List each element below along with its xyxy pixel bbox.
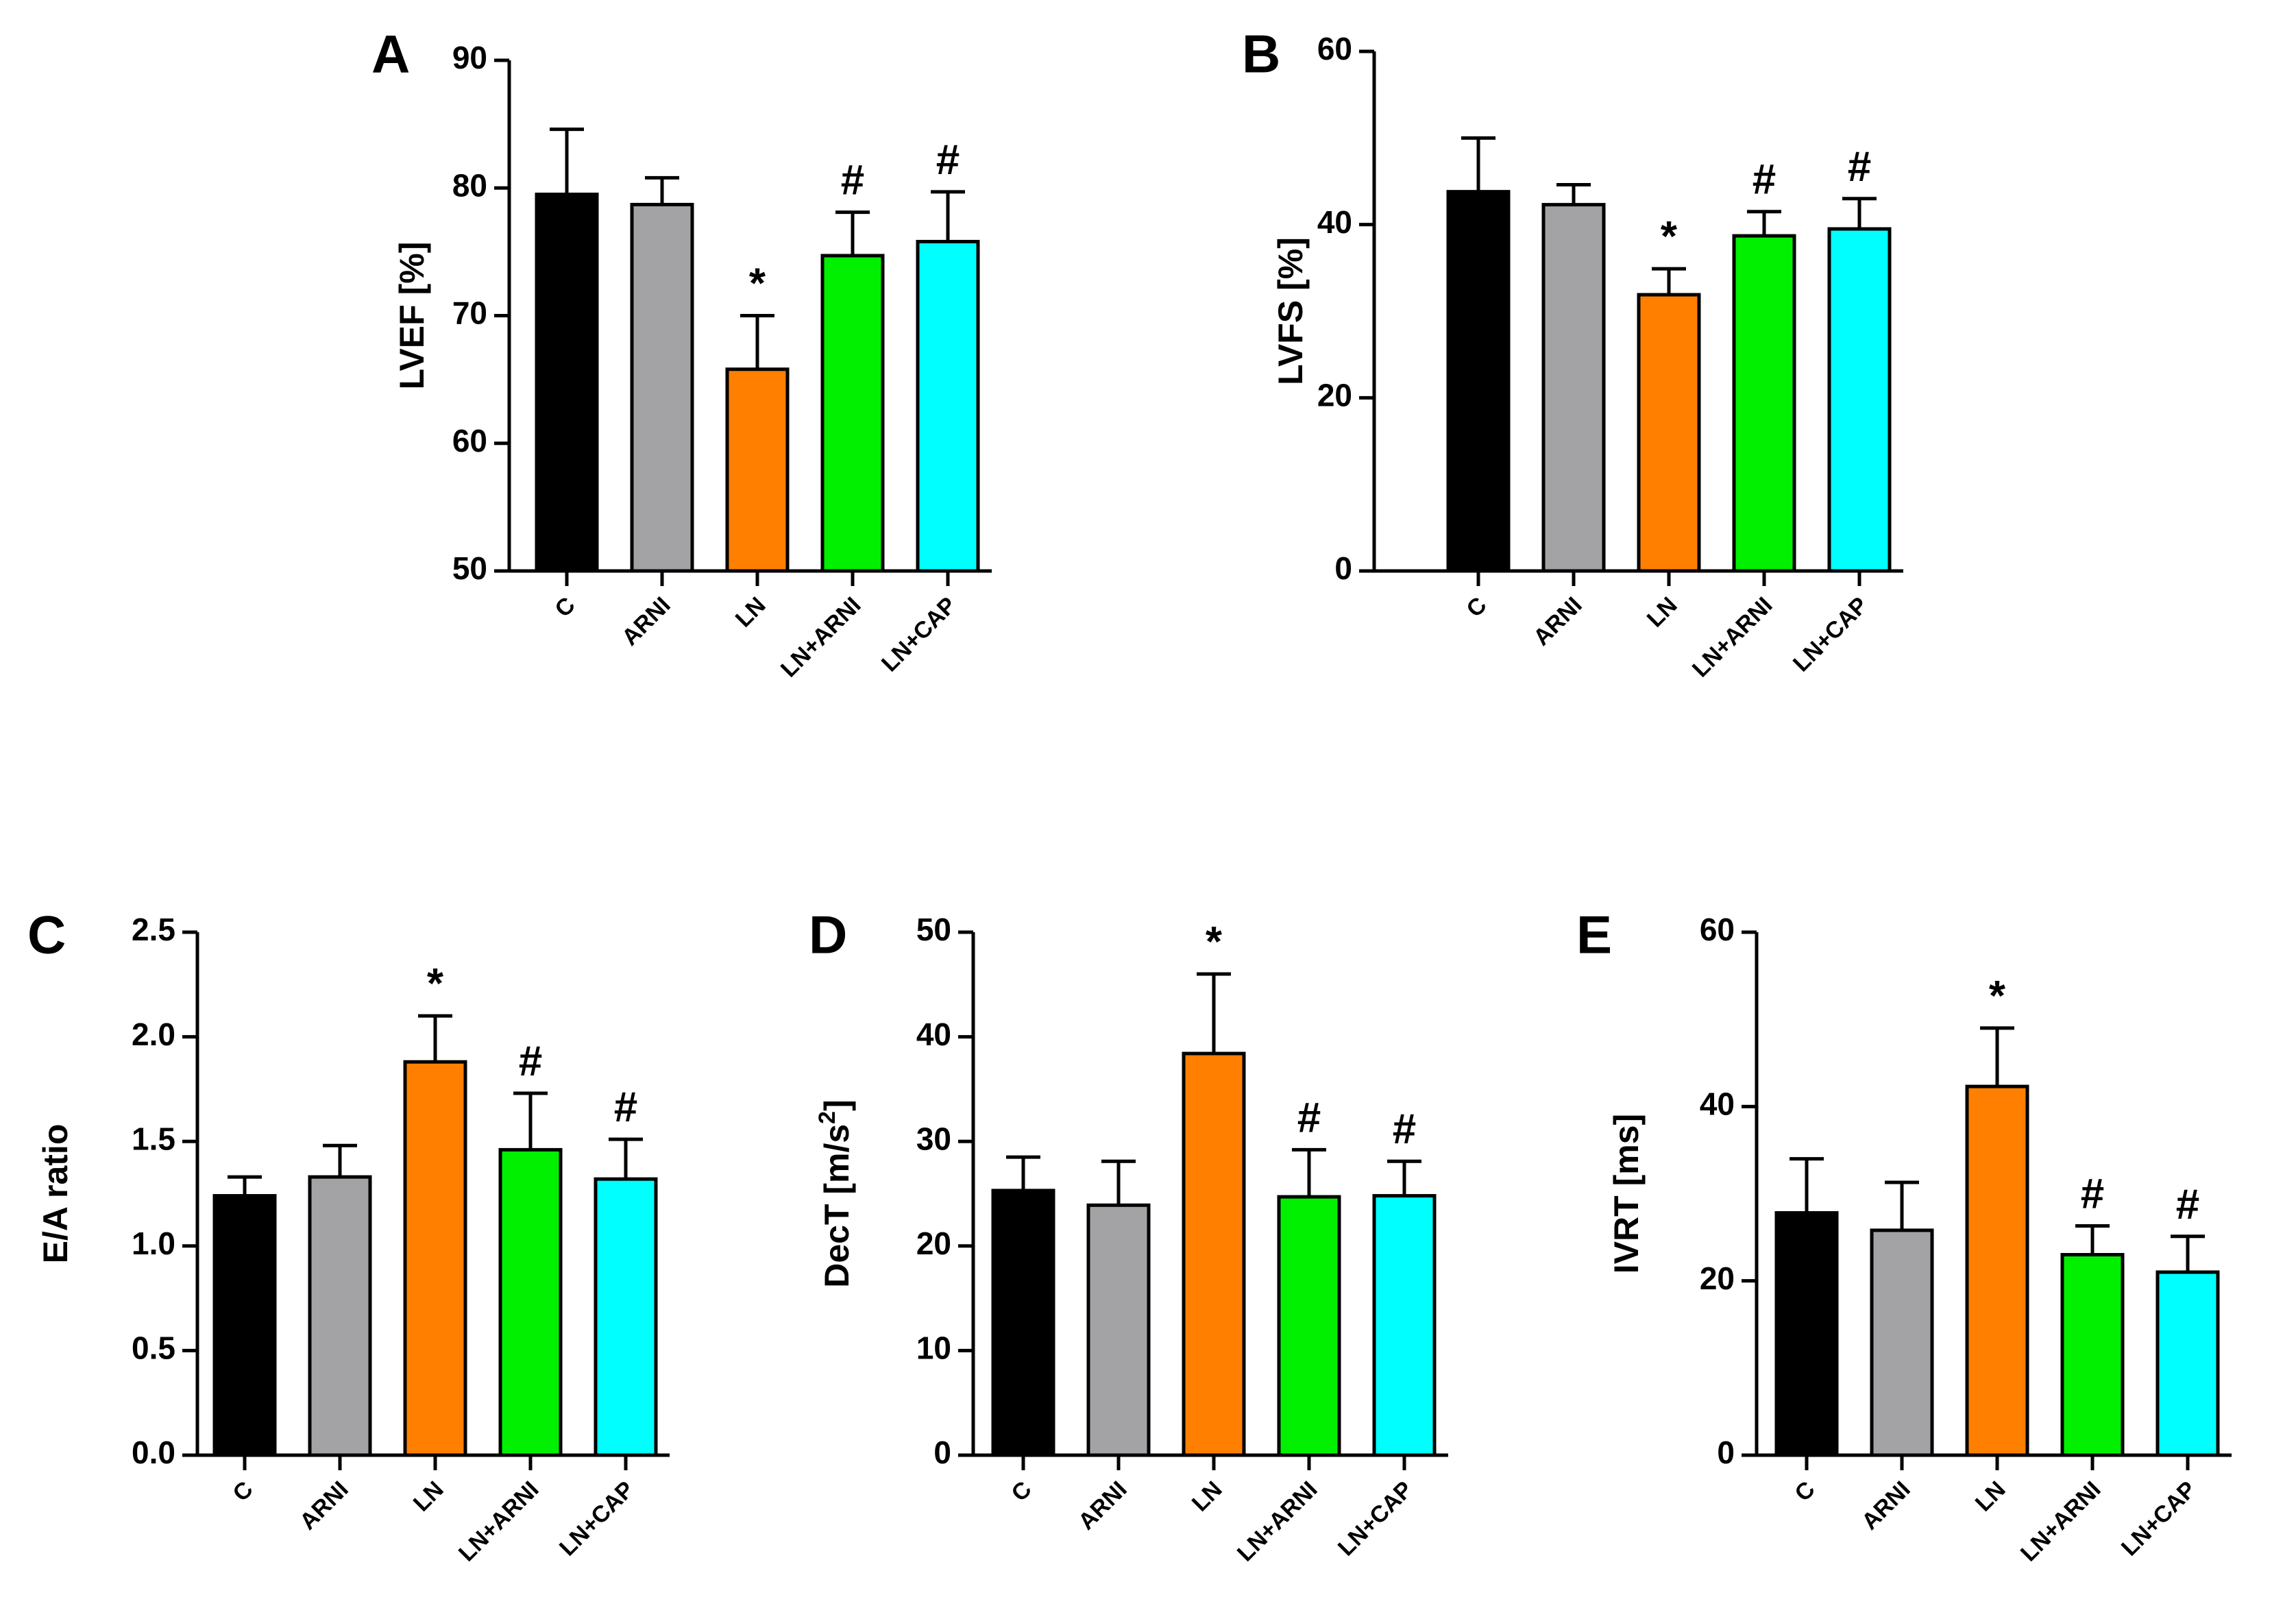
bar-ln-cap xyxy=(2155,1270,2220,1457)
bar-ln-arni xyxy=(820,254,885,573)
y-tick-label: 0.0 xyxy=(132,1435,175,1470)
panel-label: B xyxy=(1242,24,1280,84)
bar-arni xyxy=(1086,1203,1151,1457)
significance-mark: # xyxy=(2081,1171,2104,1218)
y-axis-label-end: ] xyxy=(818,1099,856,1111)
significance-mark: # xyxy=(1848,143,1871,191)
bar-arni xyxy=(630,202,694,573)
bar-c xyxy=(1446,190,1511,573)
y-tick-label: 40 xyxy=(916,1017,951,1052)
panel-label: E xyxy=(1576,905,1612,965)
significance-mark: * xyxy=(749,260,766,308)
panel-label: D xyxy=(809,905,847,965)
significance-mark: * xyxy=(427,960,444,1008)
y-tick-label: 80 xyxy=(452,167,487,203)
y-tick-label: 0 xyxy=(1334,550,1352,586)
bar-ln xyxy=(1637,293,1701,573)
significance-mark: # xyxy=(1297,1094,1321,1141)
y-tick-label: 0 xyxy=(1717,1435,1735,1470)
y-tick-label: 1.0 xyxy=(132,1226,175,1261)
y-tick-label: 20 xyxy=(1700,1261,1735,1296)
y-tick-label: 0 xyxy=(933,1435,951,1470)
bar-ln-arni xyxy=(1277,1195,1341,1457)
bar-ln-cap xyxy=(916,239,980,573)
y-axis-label-text: LVFS [%] xyxy=(1271,237,1310,385)
y-tick-label: 50 xyxy=(452,550,487,586)
significance-mark: # xyxy=(614,1084,637,1131)
y-tick-label: 20 xyxy=(916,1226,951,1261)
significance-mark: # xyxy=(841,157,864,204)
y-tick-label: 90 xyxy=(452,40,487,75)
bar-ln xyxy=(1965,1084,2029,1457)
bar-arni xyxy=(1870,1228,1934,1457)
y-axis-label-text: E/A ratio xyxy=(36,1124,75,1264)
y-axis-label-text: DecT [m/s xyxy=(818,1124,856,1288)
bar-ln-cap xyxy=(594,1177,658,1457)
bar-c xyxy=(991,1189,1055,1457)
bar-ln xyxy=(403,1060,467,1457)
significance-mark: # xyxy=(936,136,960,184)
y-tick-label: 40 xyxy=(1700,1086,1735,1121)
y-axis-label: LVEF [%] xyxy=(393,242,431,390)
significance-mark: * xyxy=(1206,918,1223,966)
y-tick-label: 0.5 xyxy=(132,1330,175,1366)
significance-mark: # xyxy=(1393,1106,1416,1153)
y-axis-label-text: IVRT [ms] xyxy=(1607,1114,1646,1274)
bar-arni xyxy=(308,1175,372,1457)
y-tick-label: 40 xyxy=(1317,204,1352,240)
significance-mark: # xyxy=(1752,156,1776,204)
y-tick-label: 50 xyxy=(916,912,951,947)
y-axis-label: E/A ratio xyxy=(36,1124,75,1264)
y-tick-label: 60 xyxy=(1317,31,1352,66)
y-tick-label: 2.0 xyxy=(132,1017,175,1052)
significance-mark: * xyxy=(1661,213,1678,260)
y-tick-label: 60 xyxy=(1700,912,1735,947)
y-tick-label: 60 xyxy=(452,423,487,459)
bar-ln-arni xyxy=(1732,234,1796,573)
bar-ln-cap xyxy=(1372,1194,1437,1457)
y-tick-label: 10 xyxy=(916,1330,951,1366)
significance-mark: * xyxy=(1989,973,2006,1020)
bar-ln-cap xyxy=(1827,227,1892,573)
y-axis-label: LVFS [%] xyxy=(1271,237,1310,385)
y-tick-label: 20 xyxy=(1317,377,1352,413)
y-axis-label-text: LVEF [%] xyxy=(393,242,431,390)
bar-arni xyxy=(1541,203,1606,573)
bar-ln-arni xyxy=(2060,1253,2125,1457)
bar-c xyxy=(1774,1210,1839,1457)
significance-mark: # xyxy=(2176,1181,2199,1228)
bar-ln xyxy=(725,367,790,573)
panel-label: C xyxy=(27,905,66,965)
y-tick-label: 1.5 xyxy=(132,1121,175,1156)
bar-ln-arni xyxy=(498,1147,563,1457)
y-axis-label-superscript: 2 xyxy=(814,1111,840,1124)
bar-c xyxy=(535,193,599,573)
y-tick-label: 70 xyxy=(452,295,487,331)
significance-mark: # xyxy=(519,1038,542,1085)
y-axis-label: IVRT [ms] xyxy=(1607,1114,1646,1274)
y-tick-label: 30 xyxy=(916,1121,951,1156)
y-axis-label: DecT [m/s2] xyxy=(814,1099,856,1288)
y-tick-label: 2.5 xyxy=(132,912,175,947)
panel-label: A xyxy=(371,24,410,84)
bar-ln xyxy=(1182,1051,1246,1457)
bar-c xyxy=(212,1194,277,1457)
